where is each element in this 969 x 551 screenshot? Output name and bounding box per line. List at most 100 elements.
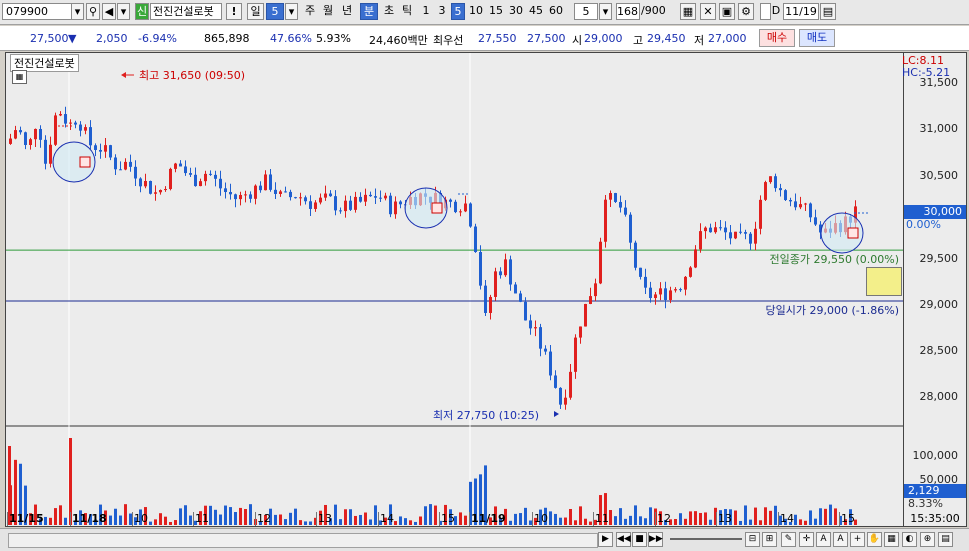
x-tick-separator [132, 512, 133, 526]
stock-code-input[interactable]: 079900 [2, 3, 72, 20]
volume-bar [839, 515, 842, 525]
layout-icon[interactable]: ▦ [884, 532, 899, 547]
stock-name[interactable]: 전진건설로봇 [150, 3, 222, 20]
interval-60[interactable]: 60 [549, 4, 563, 17]
date-input[interactable]: 11/19 [783, 3, 819, 20]
candle-body [594, 283, 597, 297]
play-icon[interactable]: ▶▶ [648, 532, 663, 547]
volume-bar [404, 518, 407, 525]
volume-bar [214, 509, 217, 525]
count-input[interactable]: 168 [616, 3, 640, 20]
volume-bar [479, 474, 482, 525]
alert-button[interactable]: ! [226, 3, 242, 20]
horizontal-scrollbar[interactable] [8, 533, 598, 548]
candle-body [649, 287, 652, 299]
candle-body [29, 139, 32, 145]
candle-body [239, 194, 242, 200]
candle-body [139, 178, 142, 187]
draw-tool-icon[interactable]: ✎ [781, 532, 796, 547]
candle-body [39, 128, 42, 140]
calendar-icon[interactable]: ▤ [820, 3, 836, 20]
interval-1[interactable]: 1 [422, 4, 430, 17]
chevron-down-icon[interactable]: ▾ [71, 3, 84, 20]
volume-bar [114, 508, 117, 525]
first-page-icon[interactable]: ◀◀ [616, 532, 631, 547]
tick-button[interactable]: 틱 [401, 4, 413, 17]
link-icon[interactable]: ⊕ [920, 532, 935, 547]
plus-tool-icon[interactable]: + [850, 532, 865, 547]
candle-body [9, 138, 12, 144]
grid-icon[interactable]: ▦ [680, 3, 696, 20]
speaker-icon[interactable]: ◀ [102, 3, 116, 20]
sell-button[interactable]: 매도 [799, 29, 835, 47]
candle-body [774, 176, 777, 189]
interval-45[interactable]: 45 [529, 4, 543, 17]
candlestick-chart [6, 53, 903, 526]
candle-body [574, 337, 577, 372]
candle-body [659, 288, 662, 295]
week-button[interactable]: 주 [304, 4, 316, 17]
text-tool-icon[interactable]: A [833, 532, 848, 547]
zoom-out-icon[interactable]: ⊟ [745, 532, 760, 547]
interval-value[interactable]: 5 [574, 3, 598, 20]
crosshair-icon[interactable]: ✛ [799, 532, 814, 547]
period-number[interactable]: 5 [266, 3, 284, 20]
candle-body [554, 375, 557, 388]
chart-type-icon[interactable]: ✕ [700, 3, 716, 20]
print-icon[interactable]: ▤ [938, 532, 953, 547]
minute-button[interactable]: 분 [360, 3, 378, 20]
interval-3[interactable]: 3 [438, 4, 446, 17]
volume-bar [434, 505, 437, 525]
volume-bar [89, 514, 92, 525]
candle-body [679, 289, 682, 291]
volume-bar [244, 509, 247, 525]
save-icon[interactable]: ▣ [719, 3, 735, 20]
chevron-down-icon[interactable]: ▾ [599, 3, 612, 20]
candle-body [464, 203, 467, 212]
settings-icon[interactable]: ⚙ [738, 3, 754, 20]
volume-bar [59, 505, 62, 525]
candle-body [334, 196, 337, 211]
trend-tool-icon[interactable]: A [816, 532, 831, 547]
magnet-icon[interactable]: ◐ [902, 532, 917, 547]
candle-body [359, 196, 362, 202]
volume-bar [744, 505, 747, 525]
volume-tick: 100,000 [912, 449, 959, 462]
chart-area[interactable]: 전진건설로봇 ▦ 최고 31,650 (09:50) 최저 27,750 (10… [5, 52, 904, 527]
interval-10[interactable]: 10 [469, 4, 483, 17]
date-checkbox[interactable] [760, 3, 771, 20]
volume-bar [714, 507, 717, 525]
volume-bar [454, 516, 457, 525]
candle-body [254, 185, 257, 199]
interval-15[interactable]: 15 [489, 4, 503, 17]
stop-icon[interactable]: ■ [632, 532, 647, 547]
candle-body [714, 227, 717, 233]
year-button[interactable]: 년 [341, 4, 353, 17]
volume-bar [324, 504, 327, 525]
volume-bar [439, 520, 442, 525]
interval-30[interactable]: 30 [509, 4, 523, 17]
arrow-right-icon [554, 411, 559, 417]
candle-body [514, 284, 517, 294]
volume-bar [474, 478, 477, 525]
zoom-in-icon[interactable]: ⊞ [762, 532, 777, 547]
candle-body [519, 293, 522, 302]
x-tick: 12 [657, 512, 671, 525]
buy-button[interactable]: 매수 [759, 29, 795, 47]
table-icon[interactable]: ▦ [12, 70, 27, 84]
chevron-down-icon[interactable]: ▾ [285, 3, 298, 20]
candle-body [589, 296, 592, 304]
chevron-down-icon[interactable]: ▾ [117, 3, 130, 20]
volume-bar [594, 519, 597, 525]
search-icon[interactable]: ⚲ [86, 3, 100, 20]
scroll-right-icon[interactable]: ▶ [598, 532, 613, 547]
zoom-slider[interactable] [670, 538, 742, 540]
second-button[interactable]: 초 [383, 4, 395, 17]
candle-body [209, 173, 212, 175]
interval-5[interactable]: 5 [451, 3, 465, 20]
month-button[interactable]: 월 [322, 4, 334, 17]
hand-tool-icon[interactable]: ✋ [867, 532, 882, 547]
period-day-button[interactable]: 일 [247, 3, 264, 20]
volume-bar [739, 520, 742, 525]
buy-signal-icon [79, 156, 91, 168]
